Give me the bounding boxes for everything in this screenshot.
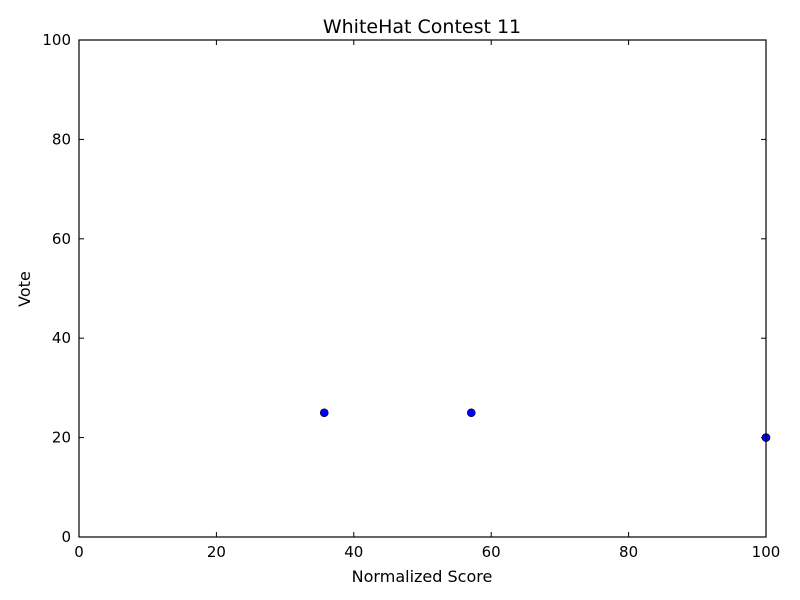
x-tick-label: 40 — [344, 543, 363, 561]
x-axis-label: Normalized Score — [352, 567, 493, 586]
data-point — [319, 408, 329, 418]
y-tick-label: 20 — [52, 429, 71, 447]
y-tick-label: 100 — [42, 31, 71, 49]
y-axis-label: Vote — [15, 271, 34, 307]
x-tick-label: 100 — [752, 543, 781, 561]
y-tick-label: 40 — [52, 329, 71, 347]
y-tick-label: 80 — [52, 130, 71, 148]
ticks-layer: 0 20 40 60 80 100 0 20 40 60 80 100 — [42, 31, 780, 561]
chart-title: WhiteHat Contest 11 — [323, 16, 521, 38]
x-tick-label: 60 — [482, 543, 501, 561]
plot-frame — [78, 39, 767, 538]
plot-area — [79, 40, 766, 537]
y-tick-label: 60 — [52, 230, 71, 248]
y-tick-label: 0 — [61, 528, 71, 546]
data-point — [466, 408, 476, 418]
x-tick-label: 0 — [74, 543, 84, 561]
x-tick-label: 80 — [619, 543, 638, 561]
x-tick-label: 20 — [207, 543, 226, 561]
